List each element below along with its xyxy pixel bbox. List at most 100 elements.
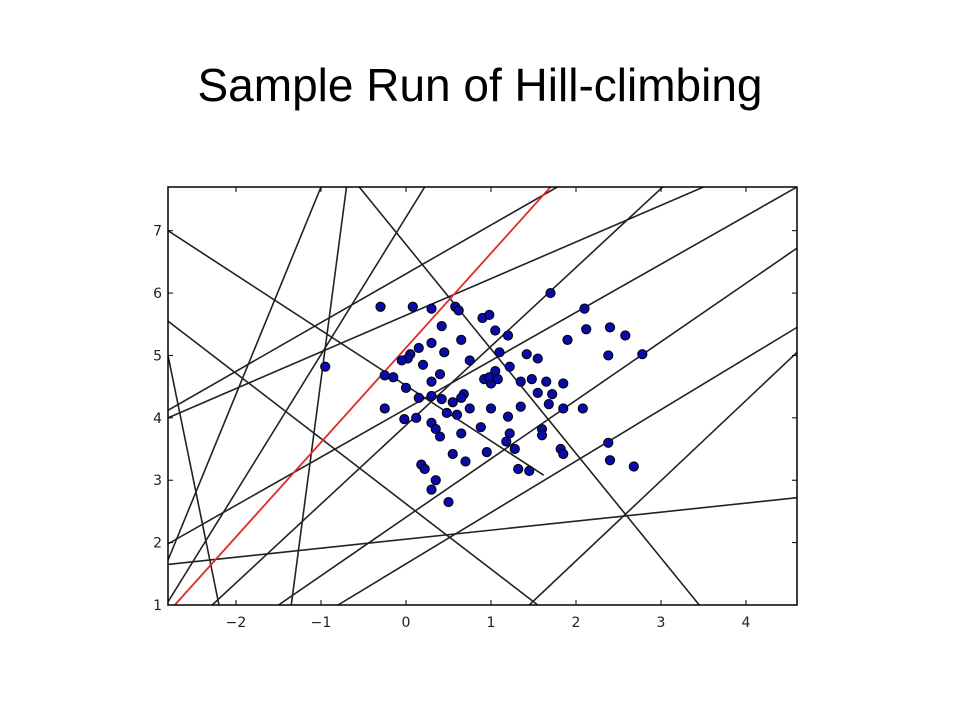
data-point (532, 353, 543, 364)
data-point (515, 376, 526, 387)
data-point (481, 447, 492, 458)
data-point (484, 372, 495, 383)
x-tick-label: −2 (226, 615, 247, 631)
data-points (320, 287, 648, 508)
x-tick-label: 3 (657, 615, 666, 631)
data-point (436, 394, 447, 405)
data-point (439, 347, 450, 358)
candidate-line (290, 187, 348, 605)
best-line (174, 187, 552, 605)
data-point (400, 382, 412, 393)
candidate-line (168, 187, 322, 561)
data-point (620, 330, 631, 341)
data-point (447, 397, 458, 408)
data-point (436, 321, 447, 332)
data-point (562, 334, 573, 345)
y-tick-label: 3 (153, 473, 162, 489)
data-point (558, 378, 569, 389)
data-point (603, 437, 614, 448)
data-point (490, 325, 501, 336)
axis-ticks: −2 −1 0 1 2 3 4 1 2 3 4 5 6 7 (153, 187, 797, 631)
candidate-line (211, 187, 664, 605)
candidate-line (168, 187, 558, 412)
y-tick-label: 1 (153, 598, 162, 614)
data-point (536, 430, 548, 441)
data-point (484, 309, 495, 320)
candidate-line (168, 496, 797, 566)
data-point (502, 411, 514, 422)
data-point (451, 409, 463, 420)
data-point (541, 376, 552, 387)
data-point (419, 463, 430, 475)
x-tick-label: 0 (402, 615, 411, 631)
data-point (379, 403, 390, 414)
data-point (407, 301, 418, 312)
data-point (603, 350, 614, 361)
data-point (430, 475, 441, 486)
data-point (375, 301, 386, 312)
x-tick-label: 1 (487, 615, 496, 631)
data-point (464, 355, 475, 366)
data-point (426, 376, 437, 387)
candidate-line (168, 320, 539, 605)
x-tick-label: 2 (572, 615, 581, 631)
data-point (456, 428, 467, 439)
slide-title: Sample Run of Hill-climbing (197, 59, 763, 111)
data-point (379, 370, 390, 381)
data-point (447, 448, 458, 460)
data-point (417, 359, 429, 370)
data-point (456, 392, 467, 403)
data-point (443, 496, 454, 508)
candidate-line (168, 187, 426, 603)
data-point (543, 399, 554, 410)
data-point (579, 303, 590, 314)
x-tick-label: −1 (311, 615, 332, 631)
data-point (515, 401, 526, 412)
data-point (581, 324, 592, 335)
data-point (545, 287, 556, 299)
data-point (441, 407, 452, 418)
data-point (513, 463, 524, 475)
data-point (426, 303, 437, 314)
data-point (413, 392, 424, 403)
y-tick-label: 6 (153, 286, 162, 302)
data-point (411, 412, 422, 423)
x-tick-label: 4 (742, 615, 751, 631)
data-point (558, 403, 569, 414)
y-tick-label: 5 (153, 348, 162, 364)
candidate-line (528, 351, 797, 605)
data-point (426, 390, 437, 402)
candidate-lines (168, 187, 797, 605)
data-point (532, 387, 543, 398)
data-point (637, 349, 648, 360)
data-point (413, 342, 424, 354)
data-point (434, 369, 446, 380)
candidate-line (337, 326, 797, 605)
candidate-line (358, 187, 700, 605)
data-point (320, 361, 331, 372)
data-point (430, 423, 441, 435)
candidate-line (168, 187, 704, 419)
candidate-line (168, 355, 220, 605)
data-point (524, 465, 535, 476)
data-point (388, 372, 399, 383)
plot-frame (167, 186, 798, 606)
data-point (604, 322, 616, 333)
data-point (426, 337, 437, 349)
y-tick-label: 2 (153, 536, 162, 552)
plot-area (168, 187, 797, 605)
data-point (426, 484, 437, 495)
data-point (502, 330, 514, 341)
data-point (460, 456, 471, 467)
candidate-line (168, 187, 797, 545)
data-point (628, 461, 639, 472)
data-point (396, 355, 407, 366)
data-point (453, 305, 464, 316)
data-point (475, 422, 486, 433)
data-point (464, 403, 475, 414)
candidate-line (168, 230, 545, 476)
data-point (558, 448, 569, 460)
data-point (456, 334, 467, 345)
data-point (526, 374, 537, 385)
